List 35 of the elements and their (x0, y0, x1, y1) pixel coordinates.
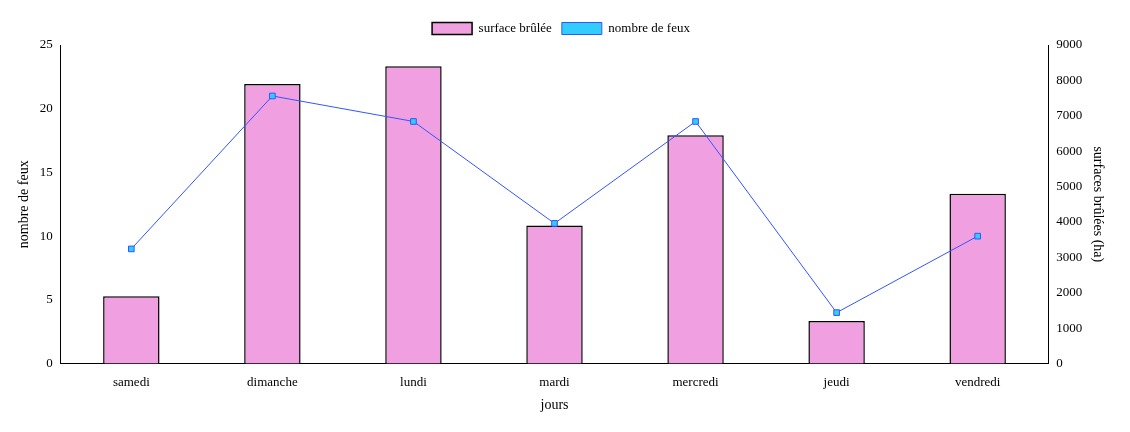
x-tick-label: mercredi (672, 373, 720, 389)
point (974, 232, 981, 240)
point (692, 118, 699, 125)
point (269, 92, 276, 100)
point (833, 309, 840, 316)
legend-label: nombre de feux (608, 19, 691, 35)
y2-tick-label: 2000 (1056, 284, 1083, 300)
y2-tick-label: 5000 (1056, 178, 1083, 194)
point (128, 245, 135, 253)
x-tick-label: lundi (400, 373, 428, 389)
y2-tick-label: 0 (1056, 355, 1063, 371)
point (551, 220, 558, 227)
y-tick-label: 25 (39, 36, 53, 52)
y-tick-label: 5 (46, 291, 53, 307)
y2-tick-label: 3000 (1056, 248, 1083, 264)
x-tick-label: vendredi (954, 373, 1001, 389)
x-axis-title: jours (539, 397, 569, 413)
y2-tick-label: 4000 (1056, 213, 1083, 229)
y-axis-title: nombre de feux (16, 160, 32, 249)
y2-tick-label: 7000 (1056, 107, 1083, 123)
x-tick-label: samedi (112, 373, 151, 389)
point (410, 118, 417, 125)
y-tick-label: 20 (39, 100, 53, 116)
y2-tick-label: 9000 (1056, 36, 1083, 52)
y-tick-label: 15 (39, 163, 53, 179)
legend-label: surface brûlée (478, 19, 553, 35)
y2-axis-title: surfaces brûlées (ha) (1089, 146, 1106, 263)
x-tick-label: mardi (539, 373, 571, 389)
x-tick-label: jeudi (822, 373, 850, 389)
y-tick-label: 0 (46, 355, 53, 371)
x-tick-label: dimanche (247, 373, 298, 389)
y-tick-label: 10 (39, 227, 53, 243)
y2-tick-label: 8000 (1056, 71, 1083, 87)
y2-tick-label: 6000 (1056, 142, 1083, 158)
y2-tick-label: 1000 (1056, 319, 1083, 335)
